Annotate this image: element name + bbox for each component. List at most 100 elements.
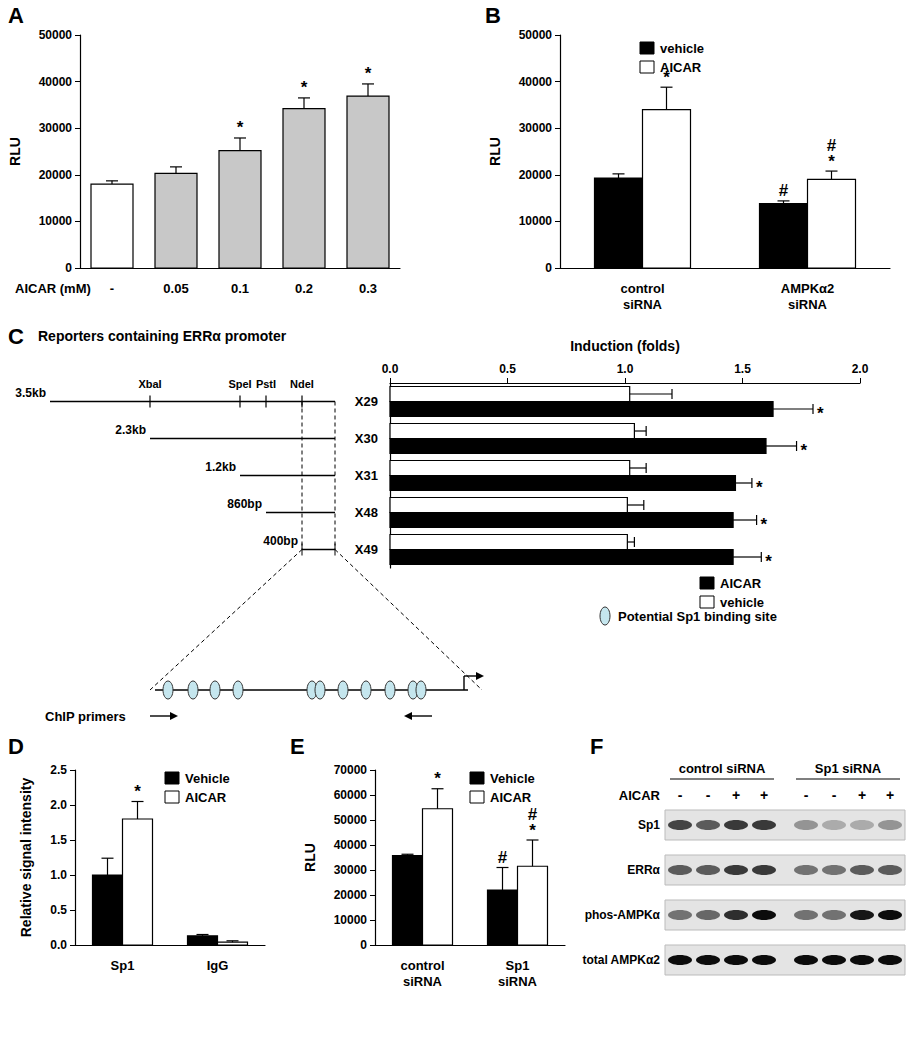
svg-text:SpeI: SpeI	[228, 378, 251, 390]
svg-text:1.2kb: 1.2kb	[205, 460, 236, 474]
svg-text:0.5: 0.5	[50, 903, 67, 917]
svg-text:AICAR: AICAR	[490, 790, 532, 805]
svg-text:Potential Sp1 binding site: Potential Sp1 binding site	[618, 609, 777, 624]
svg-text:+: +	[886, 787, 894, 803]
svg-text:2.3kb: 2.3kb	[115, 423, 146, 437]
svg-text:RLU: RLU	[302, 843, 318, 872]
svg-text:#: #	[779, 181, 789, 200]
svg-text:Relative signal intensity: Relative signal intensity	[18, 778, 34, 938]
svg-text:*: *	[365, 64, 372, 83]
svg-text:10000: 10000	[334, 913, 368, 927]
svg-text:PstI: PstI	[256, 378, 276, 390]
svg-text:vehicle: vehicle	[720, 595, 764, 610]
svg-text:*: *	[828, 152, 835, 171]
svg-text:0.05: 0.05	[163, 281, 188, 296]
svg-text:AMPKα2: AMPKα2	[781, 281, 835, 296]
svg-text:vehicle: vehicle	[660, 41, 704, 56]
svg-text:40000: 40000	[519, 75, 553, 89]
svg-text:0.5: 0.5	[499, 362, 516, 376]
svg-text:AICAR: AICAR	[619, 788, 661, 803]
svg-text:*: *	[756, 478, 763, 497]
svg-text:control: control	[620, 281, 664, 296]
svg-text:30000: 30000	[519, 121, 553, 135]
svg-text:AICAR: AICAR	[185, 790, 227, 805]
svg-text:siRNA: siRNA	[623, 297, 663, 312]
svg-text:total AMPKα2: total AMPKα2	[582, 953, 660, 967]
svg-text:+: +	[760, 787, 768, 803]
svg-text:50000: 50000	[519, 28, 553, 42]
svg-text:0.1: 0.1	[231, 281, 249, 296]
svg-text:E: E	[290, 734, 305, 759]
svg-text:10000: 10000	[39, 214, 73, 228]
svg-text:*: *	[237, 118, 244, 137]
svg-text:X30: X30	[355, 431, 378, 446]
svg-text:A: A	[8, 3, 24, 28]
svg-text:X29: X29	[355, 394, 378, 409]
svg-text:*: *	[434, 769, 441, 788]
svg-text:60000: 60000	[334, 788, 368, 802]
svg-text:400bp: 400bp	[263, 534, 298, 548]
svg-text:20000: 20000	[334, 888, 368, 902]
svg-text:ChIP primers: ChIP primers	[45, 709, 126, 724]
svg-text:30000: 30000	[39, 121, 73, 135]
svg-text:2.5: 2.5	[50, 763, 67, 777]
svg-text:*: *	[817, 404, 824, 423]
svg-text:40000: 40000	[334, 838, 368, 852]
svg-text:siRNA: siRNA	[788, 297, 828, 312]
svg-text:Induction (folds): Induction (folds)	[570, 338, 680, 354]
svg-text:0.3: 0.3	[359, 281, 377, 296]
svg-text:X49: X49	[355, 542, 378, 557]
svg-text:*: *	[765, 552, 772, 571]
svg-text:50000: 50000	[39, 28, 73, 42]
svg-text:XbaI: XbaI	[138, 378, 161, 390]
svg-text:C: C	[8, 324, 24, 349]
svg-text:0.2: 0.2	[295, 281, 313, 296]
svg-text:+: +	[858, 787, 866, 803]
svg-text:*: *	[801, 441, 808, 460]
svg-text:phos-AMPKα: phos-AMPKα	[585, 908, 661, 922]
svg-text:RLU: RLU	[7, 137, 23, 166]
svg-text:AICAR: AICAR	[720, 576, 762, 591]
svg-text:*: *	[134, 782, 141, 801]
svg-text:Sp1: Sp1	[638, 818, 660, 832]
svg-text:Reporters containing ERRα prom: Reporters containing ERRα promoter	[38, 328, 287, 344]
svg-text:control: control	[400, 958, 444, 973]
svg-text:0.0: 0.0	[50, 938, 67, 952]
svg-text:40000: 40000	[39, 75, 73, 89]
svg-text:Vehicle: Vehicle	[490, 771, 535, 786]
svg-text:1.0: 1.0	[50, 868, 67, 882]
svg-text:0: 0	[65, 261, 72, 275]
svg-text:siRNA: siRNA	[498, 974, 538, 989]
svg-text:NdeI: NdeI	[290, 378, 314, 390]
svg-text:1.0: 1.0	[617, 362, 634, 376]
svg-text:3.5kb: 3.5kb	[15, 386, 46, 400]
svg-text:2.0: 2.0	[852, 362, 869, 376]
svg-text:X48: X48	[355, 505, 378, 520]
svg-text:AICAR (mM): AICAR (mM)	[15, 281, 91, 296]
svg-text:-: -	[706, 787, 711, 803]
svg-text:0: 0	[545, 261, 552, 275]
svg-text:30000: 30000	[334, 863, 368, 877]
svg-text:20000: 20000	[39, 168, 73, 182]
svg-text:control siRNA: control siRNA	[679, 761, 766, 776]
svg-text:+: +	[732, 787, 740, 803]
svg-text:Sp1 siRNA: Sp1 siRNA	[815, 761, 882, 776]
svg-text:20000: 20000	[519, 168, 553, 182]
svg-text:F: F	[590, 734, 603, 759]
svg-text:Vehicle: Vehicle	[185, 771, 230, 786]
svg-text:AICAR: AICAR	[660, 60, 702, 75]
svg-text:860bp: 860bp	[227, 497, 262, 511]
svg-text:-: -	[832, 787, 837, 803]
svg-text:10000: 10000	[519, 214, 553, 228]
svg-text:#: #	[498, 848, 508, 867]
svg-text:ERRα: ERRα	[627, 863, 660, 877]
svg-text:-: -	[804, 787, 809, 803]
svg-text:*: *	[529, 821, 536, 840]
svg-text:0: 0	[360, 938, 367, 952]
svg-text:50000: 50000	[334, 813, 368, 827]
svg-text:siRNA: siRNA	[403, 974, 443, 989]
svg-text:B: B	[485, 3, 501, 28]
svg-text:Sp1: Sp1	[111, 958, 135, 973]
svg-text:*: *	[301, 78, 308, 97]
svg-text:X31: X31	[355, 468, 378, 483]
